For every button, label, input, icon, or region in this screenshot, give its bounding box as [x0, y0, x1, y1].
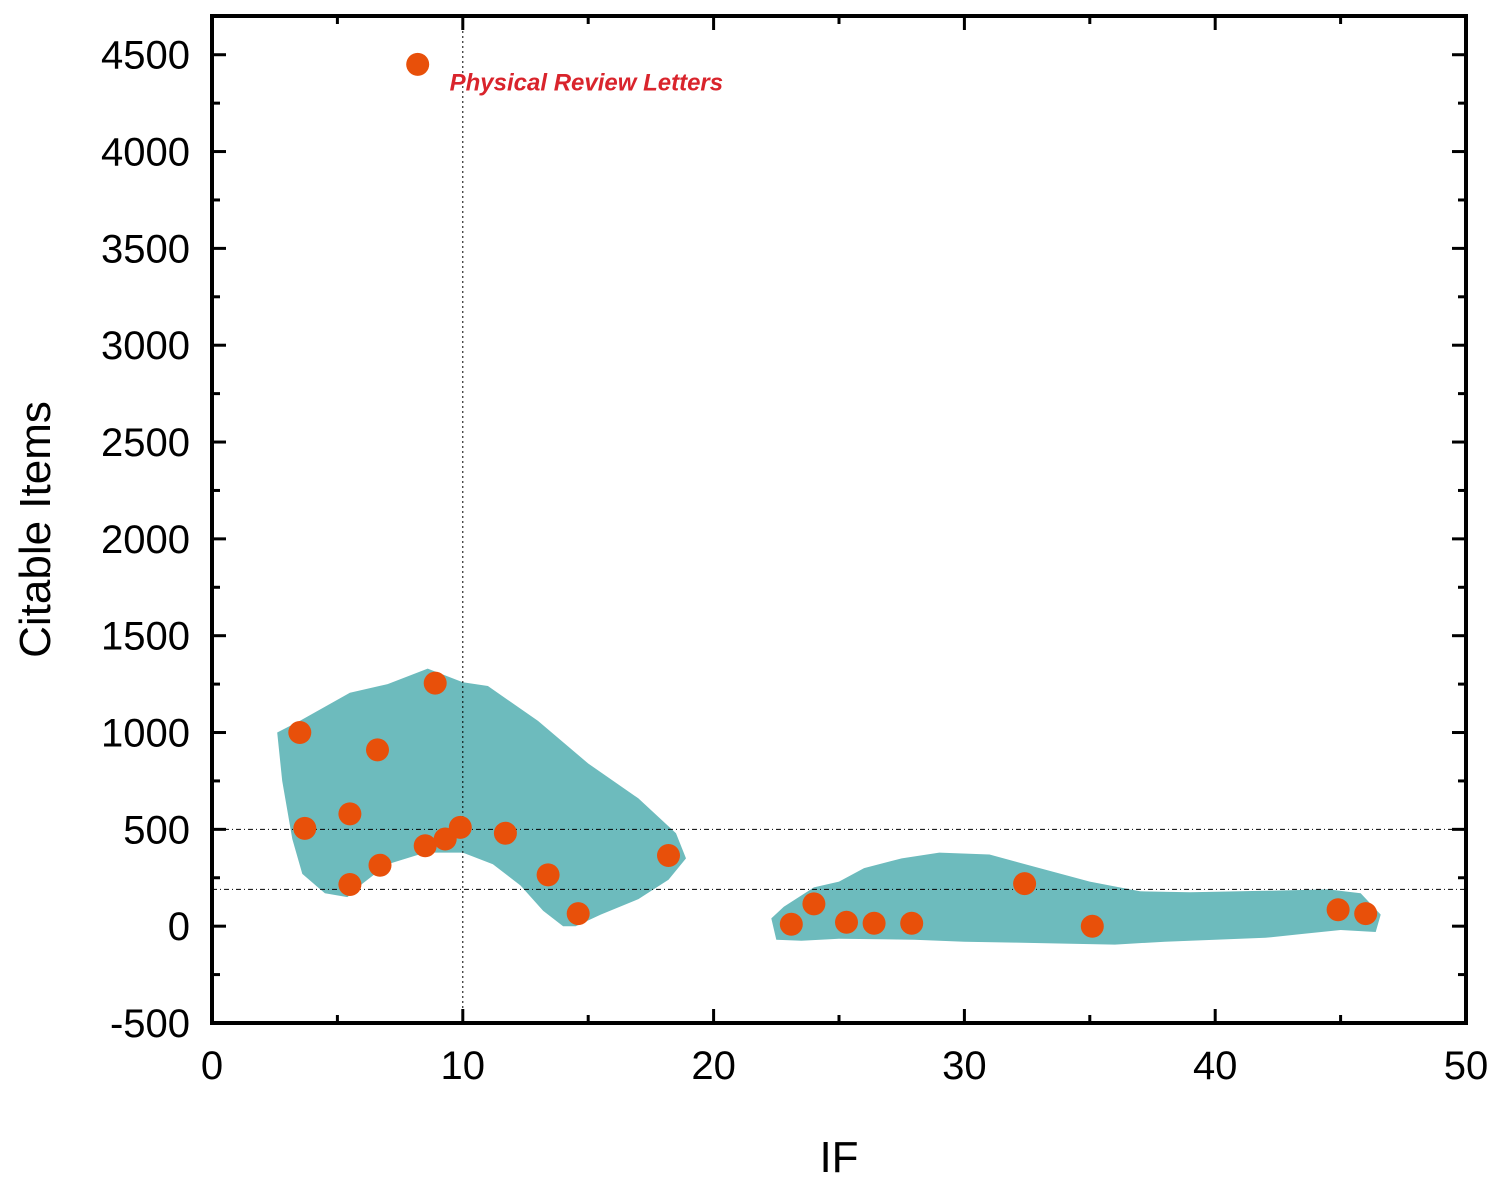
data-point-18: [835, 910, 858, 934]
y-tick-label-4500: 4500: [101, 34, 190, 78]
y-tick-label-2500: 2500: [101, 421, 190, 465]
data-point-1: [406, 52, 430, 76]
y-tick-label-3500: 3500: [101, 227, 190, 271]
y-tick-label-1500: 1500: [101, 615, 190, 659]
data-point-14: [566, 902, 590, 926]
cluster-regions: [277, 668, 1381, 945]
data-point-24: [1354, 902, 1378, 926]
y-tick-label-2000: 2000: [101, 518, 190, 562]
data-point-20: [900, 911, 924, 935]
cluster-region-1: [277, 668, 686, 927]
x-tick-label-10: 10: [441, 1044, 486, 1088]
data-point-12: [493, 821, 517, 845]
data-point-7: [368, 853, 392, 877]
data-point-19: [862, 911, 886, 935]
y-tick-label-0: 0: [168, 905, 190, 949]
data-point-16: [779, 912, 803, 936]
data-point-3: [293, 816, 317, 840]
x-axis-title: IF: [819, 1133, 858, 1182]
data-point-22: [1080, 914, 1104, 938]
annotation-physical-review-letters: Physical Review Letters: [450, 69, 723, 96]
x-tick-label-40: 40: [1193, 1044, 1238, 1088]
axes: [210, 14, 1468, 1025]
x-tick-label-20: 20: [691, 1044, 736, 1088]
x-tick-label-30: 30: [942, 1044, 987, 1088]
data-point-8: [413, 834, 437, 858]
reference-lines: [212, 16, 1466, 1023]
plot-frame: [210, 14, 1468, 1025]
data-point-2: [288, 721, 312, 744]
x-tick-label-0: 0: [201, 1044, 223, 1088]
y-tick-label-3000: 3000: [101, 324, 190, 368]
y-tick-label-4000: 4000: [101, 131, 190, 175]
data-point-13: [536, 863, 560, 887]
data-point-9: [423, 671, 447, 695]
y-tick-label-1000: 1000: [101, 712, 190, 756]
data-point-23: [1326, 898, 1350, 922]
data-point-4: [338, 802, 362, 826]
tick-labels: 0 10 20 30 40 50-5000500100015002000250030003…: [101, 34, 1488, 1088]
data-point-5: [338, 873, 362, 896]
y-tick-label-500: 500: [123, 808, 190, 852]
x-tick-label-50: 50: [1444, 1044, 1489, 1088]
data-points: [288, 52, 1378, 938]
y-tick-label--500: -500: [110, 1002, 190, 1046]
data-point-6: [366, 738, 389, 762]
data-point-21: [1013, 872, 1037, 896]
cluster-region-2: [771, 852, 1381, 945]
y-axis-title: Citable Items: [11, 401, 60, 658]
data-point-15: [657, 844, 680, 867]
data-point-17: [802, 892, 826, 916]
data-point-11: [448, 815, 472, 839]
